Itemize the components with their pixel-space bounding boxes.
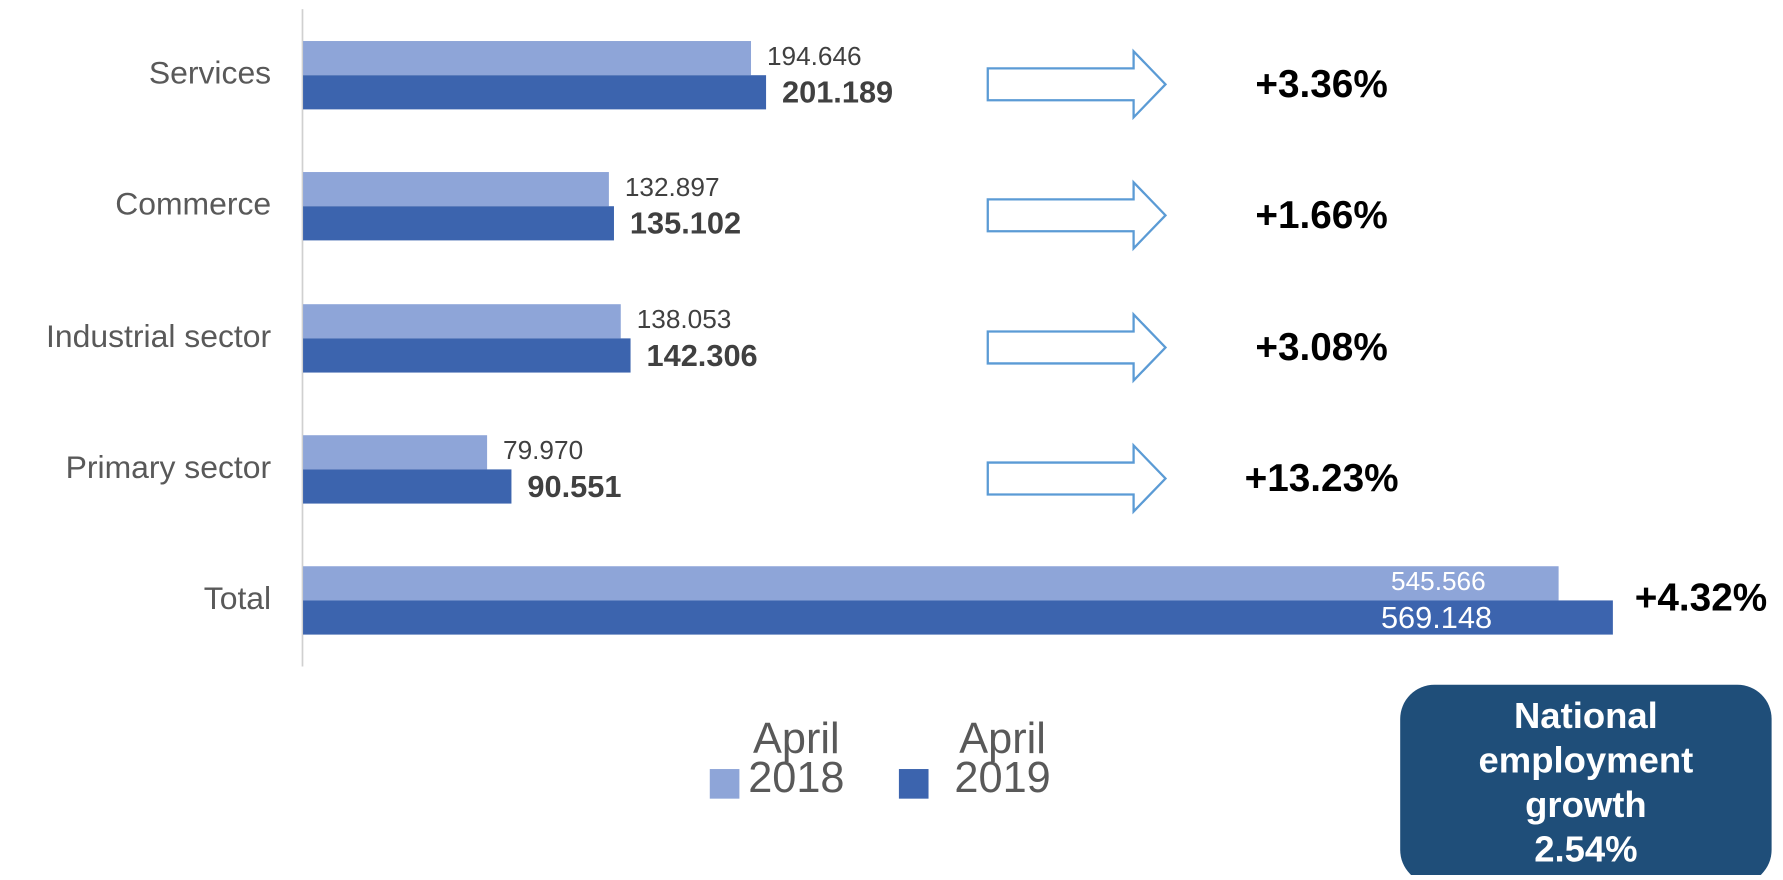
value-label: 142.306 [647, 338, 758, 373]
growth-label: +4.32% [1635, 577, 1767, 620]
category-label: Primary sector [66, 449, 272, 485]
growth-label: +3.36% [1255, 63, 1387, 106]
category-label: Industrial sector [46, 318, 271, 354]
value-label: 90.551 [527, 469, 621, 504]
arrow [986, 48, 1168, 121]
legend-wrap: April 2018 [748, 720, 845, 803]
value-label: 569.148 [1381, 600, 1492, 635]
value-label: 132.897 [625, 172, 720, 202]
bar [303, 172, 609, 207]
arrow [986, 311, 1168, 384]
growth-label: +3.08% [1255, 326, 1387, 369]
annotation-box [1400, 684, 1772, 880]
legend-swatch [898, 769, 929, 799]
category-label: Services [149, 55, 271, 91]
value-label: 201.189 [782, 75, 893, 110]
bar [303, 435, 488, 470]
growth-label: +13.23% [1245, 457, 1399, 500]
bar [303, 338, 631, 373]
annotation: National employment growth 2.54% [1478, 694, 1694, 870]
bar [303, 304, 621, 339]
legend-wrap: April 2019 [954, 720, 1051, 803]
legend-label: April 2019 [954, 720, 1051, 803]
growth-label: +1.66% [1255, 194, 1387, 237]
category-label: Commerce [115, 186, 271, 222]
value-label: 545.566 [1391, 566, 1486, 596]
bar [303, 600, 1613, 635]
bar [303, 75, 767, 110]
category-label: Total [204, 580, 271, 616]
value-label: 138.053 [637, 304, 732, 334]
value-label: 79.970 [503, 435, 583, 465]
bar [303, 566, 1559, 601]
legend-swatch [709, 769, 740, 799]
legend-label: April 2018 [748, 720, 845, 803]
value-label: 135.102 [630, 206, 741, 241]
arrow [986, 442, 1168, 515]
bar [303, 206, 614, 241]
bar [303, 41, 752, 76]
annotation-wrap: National employment growth 2.54% [1478, 694, 1694, 870]
value-label: 194.646 [767, 41, 862, 71]
bar [303, 469, 512, 504]
arrow [986, 179, 1168, 252]
